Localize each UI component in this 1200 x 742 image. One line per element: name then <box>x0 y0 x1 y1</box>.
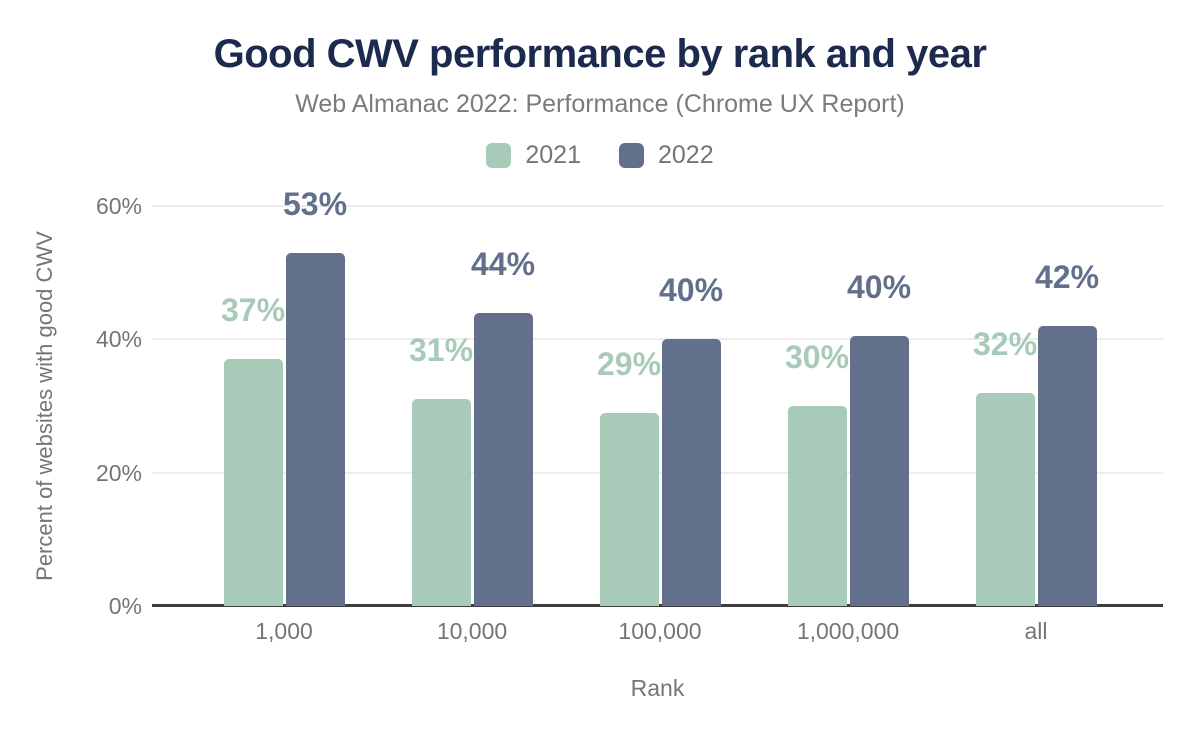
bar-slot: 31% <box>408 206 474 606</box>
bar-slot: 44% <box>470 206 536 606</box>
y-tick-label: 0% <box>108 593 142 619</box>
x-tick-label: 10,000 <box>436 618 508 644</box>
bar-slot: 37% <box>220 206 286 606</box>
gridline <box>152 205 1163 207</box>
bar-value-label: 31% <box>408 332 474 369</box>
bar-group: 32% 42% <box>942 206 1130 606</box>
bar <box>1037 326 1097 606</box>
y-tick-label: 20% <box>95 459 142 486</box>
bar-value-label: 30% <box>784 339 850 375</box>
bar <box>849 336 909 606</box>
bar-value-label: 42% <box>1034 259 1100 295</box>
bar-group: 31% 44% <box>378 206 566 606</box>
bar <box>975 392 1035 606</box>
x-axis-title: Rank <box>630 675 685 701</box>
bar <box>599 412 659 606</box>
bar-slot: 53% <box>283 188 347 606</box>
bar-slot: 40% <box>658 206 724 606</box>
chart-subtitle: Web Almanac 2022: Performance (Chrome UX… <box>295 90 905 118</box>
bar-value-label: 40% <box>658 272 724 309</box>
y-axis-title-text: Percent of websites with good CWV <box>32 231 57 581</box>
bar <box>473 312 533 606</box>
gridline <box>152 338 1163 341</box>
bar-value-label: 32% <box>972 325 1038 362</box>
bar-slot: 42% <box>1034 206 1100 606</box>
bar-group: 37% 53% <box>190 188 378 606</box>
bar-value-label: 44% <box>470 245 536 282</box>
x-tick-label: 1,000 <box>255 618 313 644</box>
x-tick-label: 100,000 <box>618 618 702 644</box>
y-axis-title: Percent of websites with good CWV <box>28 206 62 606</box>
bar-value-label: 40% <box>846 269 912 305</box>
bar-value-label: 29% <box>596 345 662 382</box>
x-tick-labels: 1,000 10,000 100,000 1,000,000 all <box>190 618 1130 645</box>
legend: 2021 2022 <box>0 141 1200 170</box>
bar-slot: 40% <box>846 206 912 606</box>
bar-value-label: 53% <box>282 185 348 222</box>
bar <box>661 339 721 606</box>
bar-group: 29% 40% <box>566 206 754 606</box>
x-tick-label: 1,000,000 <box>796 618 900 644</box>
x-tick-label: all <box>1024 618 1048 644</box>
bar-value-label: 37% <box>220 292 286 329</box>
legend-item: 2022 <box>619 141 714 170</box>
legend-item: 2021 <box>486 141 581 170</box>
bar-groups: 37% 53% 31% 44% 29% 40% 30% 40% 32% 42% <box>190 188 1130 606</box>
bar-slot: 32% <box>972 206 1038 606</box>
bar-group: 30% 40% <box>754 206 942 606</box>
chart-title: Good CWV performance by rank and year <box>213 32 987 76</box>
bar <box>223 359 283 606</box>
legend-swatch <box>486 143 512 168</box>
legend-swatch <box>619 143 644 168</box>
bar-slot: 30% <box>784 206 850 606</box>
bar <box>787 406 847 606</box>
legend-label: 2022 <box>658 141 714 169</box>
bar-slot: 29% <box>596 206 662 606</box>
y-tick-label: 40% <box>95 326 142 353</box>
bar <box>285 252 345 606</box>
y-tick-label: 60% <box>95 193 142 219</box>
bar <box>411 399 471 606</box>
legend-label: 2021 <box>525 141 581 169</box>
